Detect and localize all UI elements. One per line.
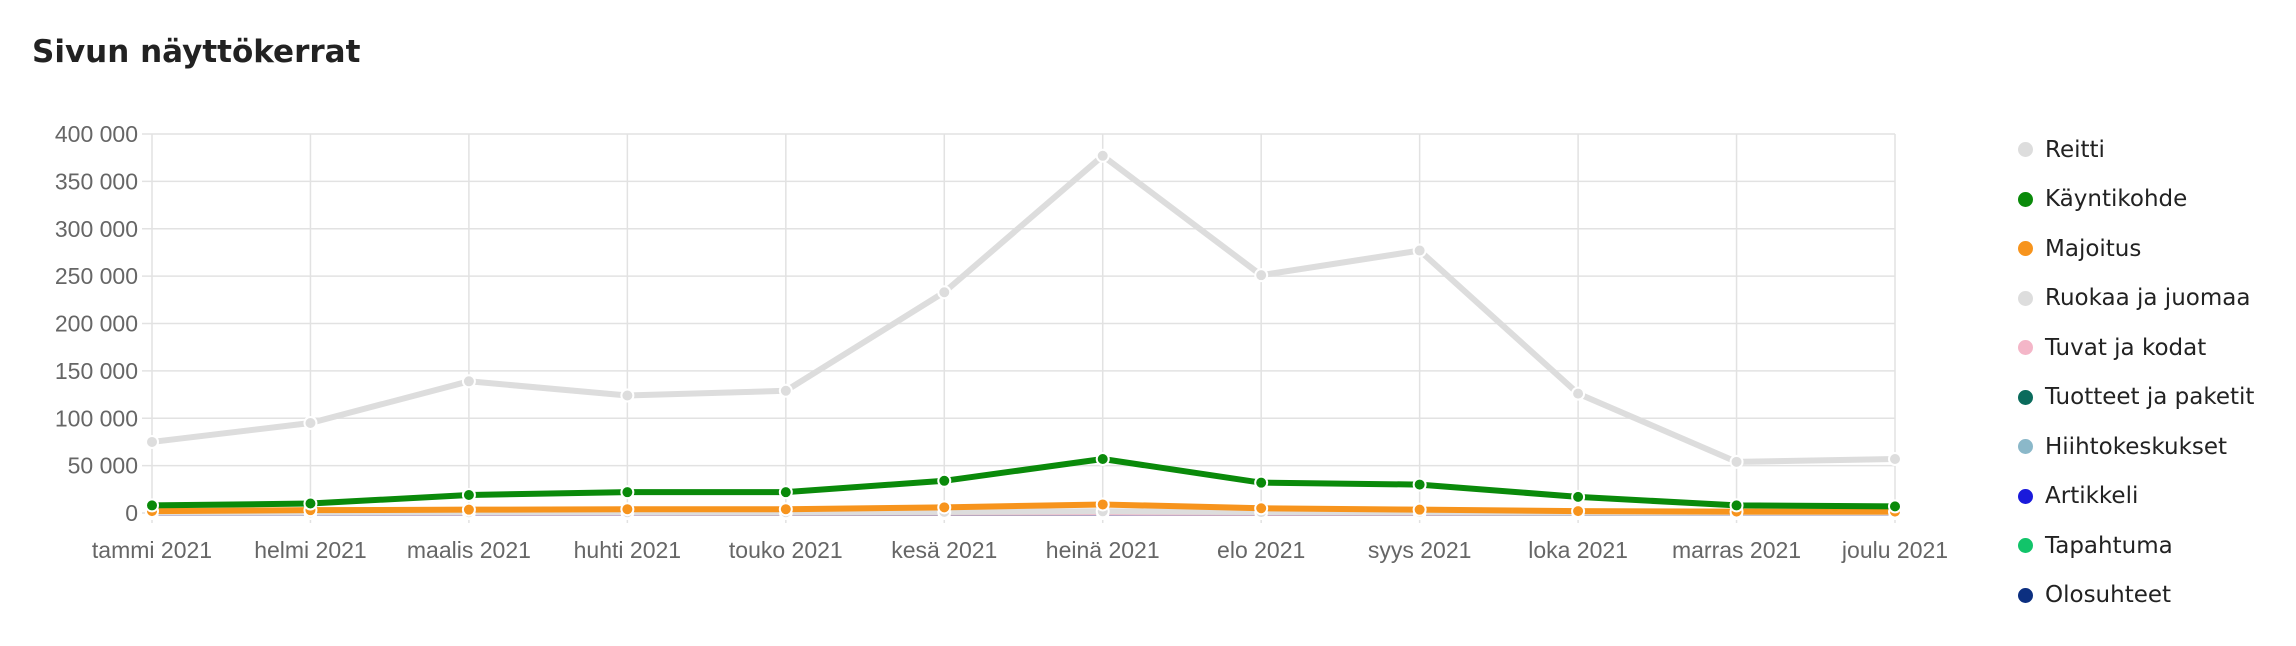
legend-item[interactable]: Ruokaa ja juomaa [2018,274,2254,324]
legend-label: Käyntikohde [2045,186,2188,213]
grid [142,133,1896,523]
legend-label: Majoitus [2045,235,2142,262]
legend-item[interactable]: Hiihtokeskukset [2018,422,2254,472]
legend-dot-icon [2018,439,2033,455]
data-point[interactable] [1412,243,1427,258]
data-point[interactable] [461,374,476,389]
data-point[interactable] [145,498,159,513]
y-tick-label: 50 000 [68,453,138,479]
data-point[interactable] [461,502,476,517]
data-point[interactable] [1729,454,1744,469]
data-point[interactable] [1095,451,1110,466]
x-tick-label: maalis 2021 [407,537,531,563]
data-point[interactable] [1412,502,1427,517]
series-käyntikohde [145,451,1902,514]
legend-dot-icon [2018,538,2033,554]
x-tick-label: heinä 2021 [1046,537,1160,563]
y-tick-label: 150 000 [55,358,138,384]
data-point[interactable] [620,485,635,500]
x-tick-label: huhti 2021 [574,537,681,563]
data-point[interactable] [778,485,793,500]
legend-item[interactable]: Tuvat ja kodat [2018,323,2254,373]
legend-dot-icon [2018,142,2033,158]
series-reitti [145,148,1902,469]
legend-item[interactable]: Käyntikohde [2018,175,2254,225]
y-tick-label: 200 000 [55,311,138,337]
data-point[interactable] [1571,504,1586,519]
legend-dot-icon [2018,488,2033,504]
legend-label: Ruokaa ja juomaa [2045,285,2251,312]
data-point[interactable] [303,415,318,430]
series-line [151,152,1896,465]
data-point[interactable] [620,388,635,403]
series-line [151,501,1895,515]
legend-item[interactable]: Reitti [2018,125,2254,175]
x-tick-label: helmi 2021 [254,537,367,563]
legend-label: Reitti [2045,136,2105,163]
x-tick-label: joulu 2021 [1841,537,1948,563]
data-point[interactable] [937,473,952,488]
data-point[interactable] [1888,451,1902,466]
legend-label: Olosuhteet [2045,582,2172,609]
data-point[interactable] [1571,489,1586,504]
data-point[interactable] [937,500,952,515]
data-point[interactable] [461,487,476,502]
legend-label: Tapahtuma [2045,532,2173,559]
legend-item[interactable]: Tapahtuma [2018,521,2254,571]
data-point[interactable] [145,434,159,449]
data-point[interactable] [1095,148,1110,163]
legend: Reitti Käyntikohde Majoitus Ruokaa ja juoma… [2018,125,2254,620]
y-tick-label: 350 000 [55,168,138,194]
data-point[interactable] [1254,268,1269,283]
legend-dot-icon [2018,587,2033,603]
legend-item[interactable]: Artikkeli [2018,472,2254,522]
data-point[interactable] [1095,497,1110,512]
x-tick-label: touko 2021 [729,537,843,563]
y-tick-label: 100 000 [55,405,138,431]
x-axis: tammi 2021 helmi 2021 maalis 2021 huhti 202… [92,537,1948,563]
data-point[interactable] [1888,499,1902,514]
legend-item[interactable]: Tuotteet ja paketit [2018,373,2254,423]
x-tick-label: loka 2021 [1528,537,1628,563]
x-tick-label: kesä 2021 [891,537,997,563]
series-group [145,148,1902,520]
x-tick-label: tammi 2021 [92,537,212,563]
x-tick-label: marras 2021 [1672,537,1801,563]
legend-dot-icon [2018,241,2033,257]
x-tick-label: syys 2021 [1368,537,1472,563]
data-point[interactable] [937,285,952,300]
data-point[interactable] [1412,477,1427,492]
data-point[interactable] [1729,498,1744,513]
y-tick-label: 300 000 [55,216,138,242]
legend-item[interactable]: Majoitus [2018,224,2254,274]
data-point[interactable] [1254,475,1269,490]
legend-dot-icon [2018,340,2033,356]
data-point[interactable] [1254,501,1269,516]
legend-label: Hiihtokeskukset [2045,433,2228,460]
chart-title: Sivun näyttökerrat [32,34,361,70]
y-tick-label: 0 [125,500,138,526]
x-tick-label: elo 2021 [1217,537,1305,563]
y-axis: 0 50 000 100 000 150 000 200 000 250 000 300 0… [55,121,138,526]
data-point[interactable] [1571,386,1586,401]
legend-dot-icon [2018,290,2033,306]
legend-dot-icon [2018,191,2033,207]
legend-label: Tuotteet ja paketit [2045,384,2255,411]
y-tick-label: 400 000 [55,121,138,147]
legend-item[interactable]: Olosuhteet [2018,571,2254,621]
legend-dot-icon [2018,389,2033,405]
data-point[interactable] [778,383,793,398]
data-point[interactable] [620,502,635,517]
series-line [151,455,1896,510]
data-point[interactable] [303,496,318,511]
y-tick-label: 250 000 [55,263,138,289]
data-point[interactable] [778,502,793,517]
legend-label: Artikkeli [2045,483,2139,510]
legend-label: Tuvat ja kodat [2045,334,2207,361]
